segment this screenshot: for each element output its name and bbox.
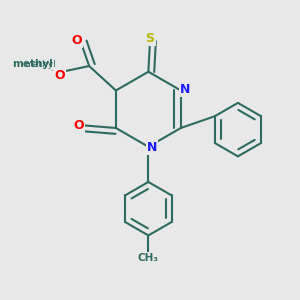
- Text: O: O: [54, 69, 65, 82]
- Text: CH₃: CH₃: [138, 253, 159, 262]
- Text: N: N: [180, 83, 190, 96]
- Text: S: S: [146, 32, 154, 45]
- Text: methyl: methyl: [24, 60, 56, 69]
- Text: O: O: [72, 34, 83, 47]
- Text: O: O: [74, 118, 84, 132]
- Text: methyl: methyl: [12, 59, 52, 69]
- Text: N: N: [147, 141, 158, 154]
